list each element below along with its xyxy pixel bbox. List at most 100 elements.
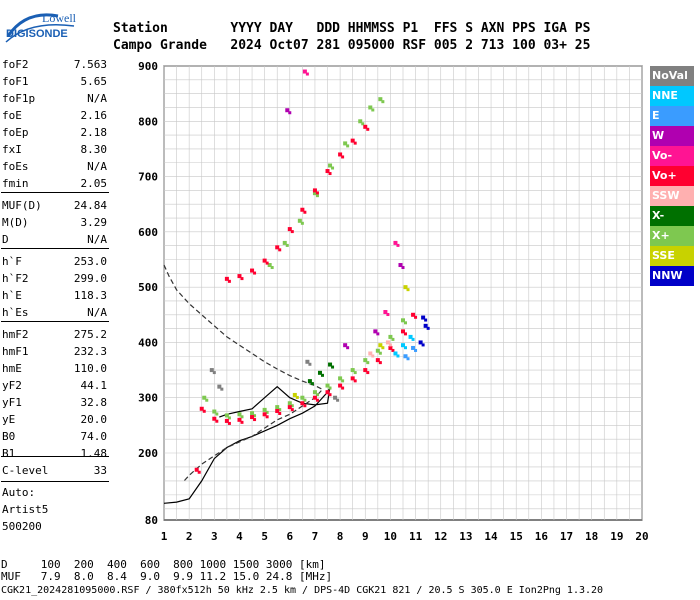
echo-point [404,321,407,325]
param-label: foE [2,109,22,122]
echo-point [212,371,216,375]
param-value: 7.563 [73,58,107,71]
profile-curves [163,264,331,504]
x-tick-label: 19 [610,530,623,543]
param-value: 2.16 [80,109,108,122]
true-height-profile [163,385,331,504]
param-row: foF2 7.563 [1,58,109,71]
echo-point [401,343,405,348]
echo-point [315,191,319,195]
echo-point [371,354,375,358]
echo-point [358,119,363,124]
echo-point [386,313,390,317]
echo-point [202,409,206,413]
legend-item: X+ [650,226,694,246]
y-tick-label: 900 [138,60,158,73]
param-label: B1 [2,447,16,460]
param-label: fxI [2,143,22,156]
param-value: 275.2 [73,328,107,341]
echo-point [275,408,280,413]
param-label: foEp [2,126,29,139]
param-label: C-level [2,464,49,477]
param-label: foF1 [2,75,29,88]
station-header: Station YYYY DAY DDD HHMMSS P1 FFS S AXN… [113,20,590,54]
legend-item: Vo+ [650,166,694,186]
param-value: 33 [93,464,107,477]
param-value: 2.05 [80,177,108,190]
echo-point [396,354,400,358]
echo-point [320,373,324,377]
param-separator [1,321,109,322]
x-tick-labels: 1 2 3 4 5 6 7 8 9 10 11 12 13 14 15 16 17 18 19 20 [161,530,649,543]
echo-point [388,334,393,339]
echo-point [393,351,398,356]
echo-point [341,379,345,383]
echo-point [363,368,368,373]
param-value: 20.0 [80,413,108,426]
param-label: hmE [2,362,22,375]
echo-point [265,415,269,419]
x-tick-label: 20 [635,530,648,543]
param-label: Auto: [2,486,36,499]
x-tick-label: 2 [186,530,193,543]
echo-point [212,416,217,421]
param-label: hmF1 [2,345,29,358]
echo-point [278,411,282,415]
echo-point [378,361,382,365]
echo-point [287,405,292,410]
echo-point [217,384,222,389]
x-tick-label: 8 [337,530,344,543]
param-row: B0 74.0 [1,430,109,443]
header-line2: Campo Grande 2024 Oct07 281 095000 RSF 0… [113,38,591,53]
echo-point [262,407,267,412]
echo-point [267,263,272,268]
x-tick-label: 15 [510,530,523,543]
echo-point [381,100,385,104]
echo-point [317,370,322,375]
echo-point [391,337,395,341]
echo-point [199,406,204,411]
echo-point [350,368,355,373]
param-value: N/A [87,92,107,105]
echo-point [375,358,380,363]
echo-point [366,127,370,131]
echo-point [224,413,229,418]
echo-point [275,245,280,250]
legend-item: NoVal [650,66,694,86]
echo-point [312,191,317,196]
param-value: 2.18 [80,126,108,139]
echo-point [315,194,319,198]
x-tick-label: 16 [535,530,549,543]
echo-point [303,210,307,214]
echo-point [424,318,428,322]
echo-point [406,288,410,292]
param-row: hmF2 275.2 [1,328,109,341]
param-row: D N/A [1,233,109,246]
echo-point [224,276,229,281]
echo-point [418,340,423,345]
echo-point [302,69,307,74]
echo-point [240,415,244,419]
echo-point [275,405,280,410]
echo-point [212,409,217,414]
echo-point [411,312,416,317]
x-tick-label: 4 [236,530,243,543]
echo-point [315,393,319,397]
echo-point [404,332,407,336]
echo-point [343,141,348,146]
legend-item: X- [650,206,694,226]
echo-point [215,412,219,416]
echo-point [404,346,407,350]
echo-point [307,379,312,384]
echo-point [346,346,350,350]
echo-point [414,315,418,319]
param-value: N/A [87,160,107,173]
param-value: N/A [87,233,107,246]
param-row: h`E 118.3 [1,289,109,302]
echo-point [287,227,292,232]
echo-point [353,379,357,383]
echo-point [383,310,388,315]
echo-point [297,218,302,223]
y-tick-labels: 80 200 300 400 500 600 700 800 900 [138,60,158,527]
param-value: 3.29 [80,216,108,229]
